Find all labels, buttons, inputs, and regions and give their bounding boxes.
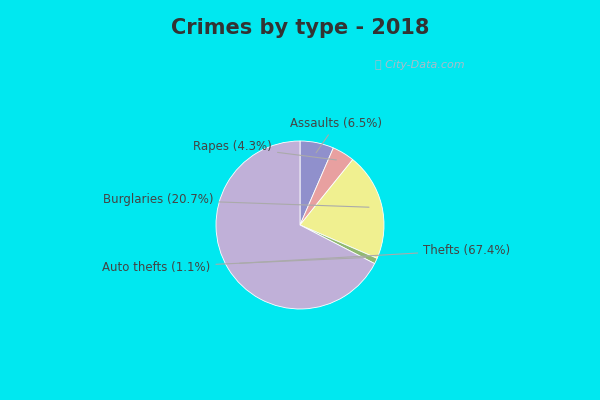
Text: Assaults (6.5%): Assaults (6.5%) bbox=[290, 117, 382, 153]
Text: Rapes (4.3%): Rapes (4.3%) bbox=[193, 140, 337, 160]
Text: Auto thefts (1.1%): Auto thefts (1.1%) bbox=[102, 258, 365, 274]
Wedge shape bbox=[300, 148, 353, 225]
Wedge shape bbox=[300, 160, 384, 258]
Wedge shape bbox=[216, 141, 374, 309]
Wedge shape bbox=[300, 141, 334, 225]
Text: ⓘ City-Data.com: ⓘ City-Data.com bbox=[375, 60, 464, 70]
Wedge shape bbox=[300, 225, 377, 264]
Text: Burglaries (20.7%): Burglaries (20.7%) bbox=[103, 193, 369, 207]
Text: Thefts (67.4%): Thefts (67.4%) bbox=[239, 244, 511, 263]
Text: Crimes by type - 2018: Crimes by type - 2018 bbox=[171, 18, 429, 38]
